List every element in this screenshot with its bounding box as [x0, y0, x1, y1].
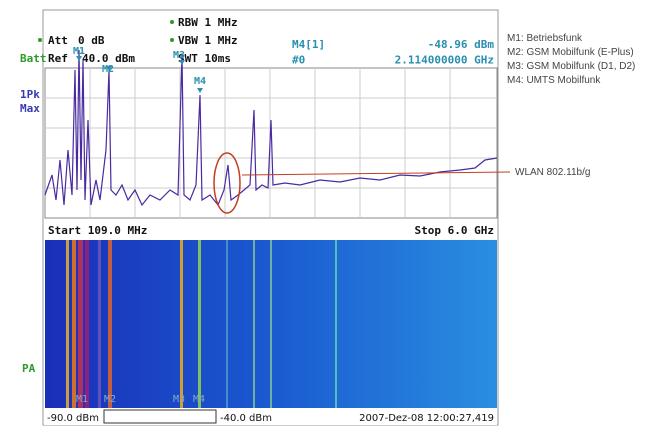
marker-value: 2.114000000 GHz: [395, 54, 494, 67]
att-label: Att: [48, 34, 68, 47]
marker-name: #0: [292, 54, 305, 67]
marker-label: M3: [173, 50, 185, 61]
highlight-ring: [213, 152, 241, 214]
ref-label: Ref: [48, 52, 68, 65]
waterfall-stripes: [66, 240, 337, 408]
legend-item: M1: Betriebsfunk: [507, 33, 583, 44]
span-start: Start 109.0 MHz: [48, 224, 147, 237]
annotation-arrow: [241, 171, 511, 176]
trace-mode: Max: [20, 102, 40, 115]
marker-label: M2: [104, 394, 116, 405]
vbw: VBW 1 MHz: [178, 34, 238, 47]
marker-label: M3: [173, 394, 185, 405]
marker-label: M4: [194, 76, 206, 87]
legend-item: M2: GSM Mobilfunk (E-Plus): [507, 47, 634, 58]
legend-item: M3: GSM Mobilfunk (D1, D2): [507, 61, 635, 72]
waterfall-label: PA: [22, 362, 36, 375]
marker-label: M4: [193, 394, 205, 405]
ref-value: 40.0 dBm: [82, 52, 135, 65]
marker-icon: [76, 56, 82, 61]
marker-icon: [197, 88, 203, 93]
rbw: RBW 1 MHz: [178, 16, 238, 29]
spectrum-trace: [44, 49, 498, 207]
dot: [170, 20, 174, 24]
marker-icon: [179, 60, 185, 65]
marker-label: M1: [76, 394, 88, 405]
trace-mode: 1Pk: [20, 88, 40, 101]
att-value: 0 dB: [78, 34, 105, 47]
marker-label: M2: [102, 64, 114, 75]
marker-label: M1: [73, 46, 85, 57]
dot: [170, 38, 174, 42]
swt: SWT 10ms: [178, 52, 231, 65]
span-bar: [44, 219, 497, 239]
dot: [38, 38, 42, 42]
annotation: WLAN 802.11b/g: [515, 167, 590, 178]
plot-area: [44, 67, 498, 219]
marker-value: -48.96 dBm: [428, 38, 495, 51]
timestamp: 2007-Dez-08 12:00:27,419: [359, 413, 494, 424]
batt: Batt: [20, 52, 47, 65]
span-stop: Stop 6.0 GHz: [415, 224, 494, 237]
scale-max: -40.0 dBm: [220, 413, 272, 424]
scale-min: -90.0 dBm: [47, 413, 99, 424]
legend-item: M4: UMTS Mobilfunk: [507, 75, 601, 86]
marker-icon: [106, 66, 112, 71]
marker-name: M4[1]: [292, 38, 325, 51]
color-scale: [103, 409, 217, 424]
